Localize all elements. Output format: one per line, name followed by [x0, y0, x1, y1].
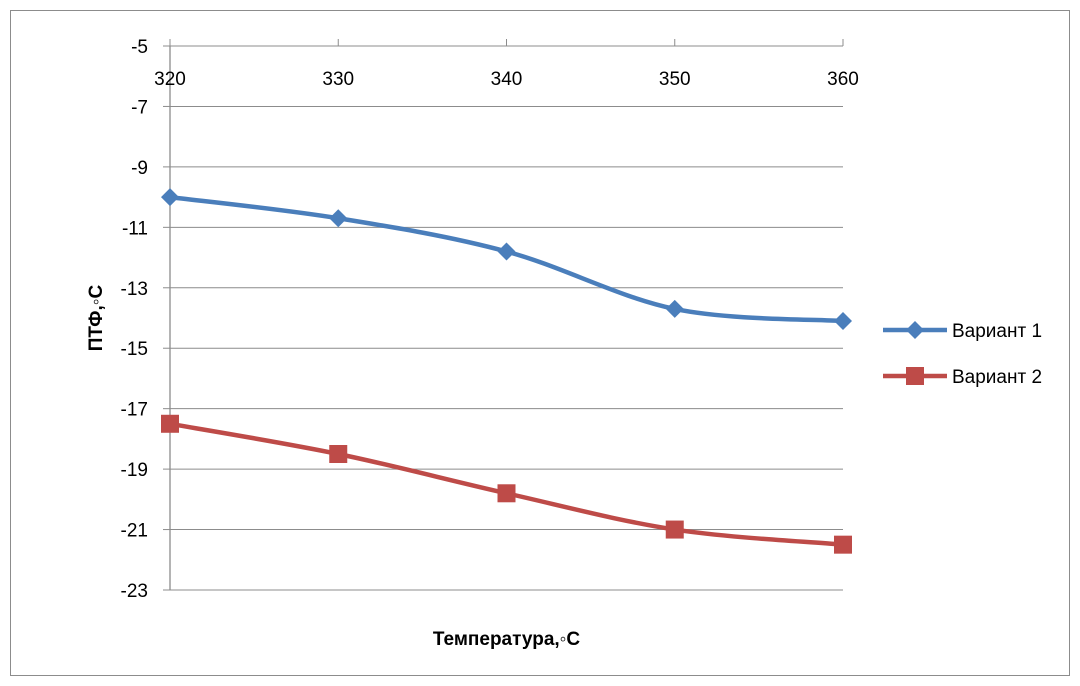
y-tick-label: -17: [121, 400, 148, 421]
x-tick-label: 320: [154, 69, 186, 90]
y-tick-label: -15: [121, 339, 148, 360]
x-tick-label: 350: [659, 69, 691, 90]
legend-label-1: Вариант 1: [952, 321, 1042, 342]
series-2-point: [665, 520, 684, 539]
series-1-point: [665, 299, 684, 318]
x-tick-label: 330: [322, 69, 354, 90]
y-tick-label: -13: [121, 279, 148, 300]
y-axis-title: ПТФ,◦C: [86, 284, 107, 351]
y-tick-label: -7: [131, 97, 148, 118]
series-1-point: [497, 242, 516, 261]
series-line-2: [167, 421, 846, 547]
y-tick-label: -9: [131, 158, 148, 179]
x-axis-title: Температура,◦C: [433, 629, 581, 650]
series-2-point: [161, 414, 179, 433]
chart-frame: [10, 10, 1070, 676]
legend-marker-1: [906, 321, 924, 339]
x-tick-label: 360: [827, 69, 859, 90]
legend-label-2: Вариант 2: [952, 367, 1042, 388]
legend-marker-2: [906, 367, 924, 385]
y-tick-label: -19: [121, 460, 148, 481]
y-tick-label: -11: [122, 218, 148, 239]
y-tick-label: -5: [131, 37, 148, 58]
series-2-point: [329, 445, 348, 463]
series-2-point: [834, 535, 852, 554]
series-1-point: [329, 209, 348, 228]
series-2-point: [497, 484, 516, 503]
y-tick-label: -23: [121, 581, 148, 602]
series-1-point: [161, 188, 179, 207]
series-1-point: [834, 312, 852, 331]
y-tick-label: -21: [121, 521, 148, 542]
x-tick-label: 340: [491, 69, 523, 90]
